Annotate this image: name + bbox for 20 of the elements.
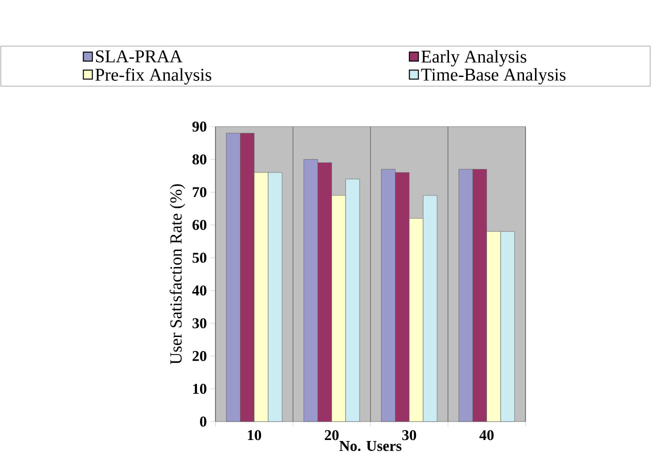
- legend-label: SLA-PRAA: [96, 50, 182, 62]
- x-tick-label: 20: [324, 430, 339, 440]
- x-axis-title: No. Users: [339, 441, 402, 452]
- x-tick-label: 30: [402, 430, 416, 440]
- y-tick-label: 80: [192, 154, 206, 164]
- y-tick-label: 0: [200, 416, 206, 427]
- legend-label: Time-Base Analysis: [421, 68, 566, 84]
- x-tick-label: 10: [248, 430, 262, 440]
- y-tick-label: 70: [192, 187, 206, 198]
- x-tick-label: 40: [479, 430, 494, 440]
- legend-label: Pre-fix Analysis: [95, 68, 212, 85]
- y-tick-label: 20: [192, 350, 206, 362]
- y-axis-title: User Satisfaction Rate (%): [170, 184, 186, 364]
- y-tick-label: 60: [192, 220, 206, 230]
- y-tick-label: 40: [192, 285, 206, 296]
- y-tick-label: 90: [192, 122, 206, 132]
- legend-label: Early Analysis: [421, 50, 526, 66]
- y-tick-label: 30: [192, 318, 206, 328]
- y-tick-label: 50: [192, 252, 206, 263]
- y-tick-label: 10: [193, 384, 206, 394]
